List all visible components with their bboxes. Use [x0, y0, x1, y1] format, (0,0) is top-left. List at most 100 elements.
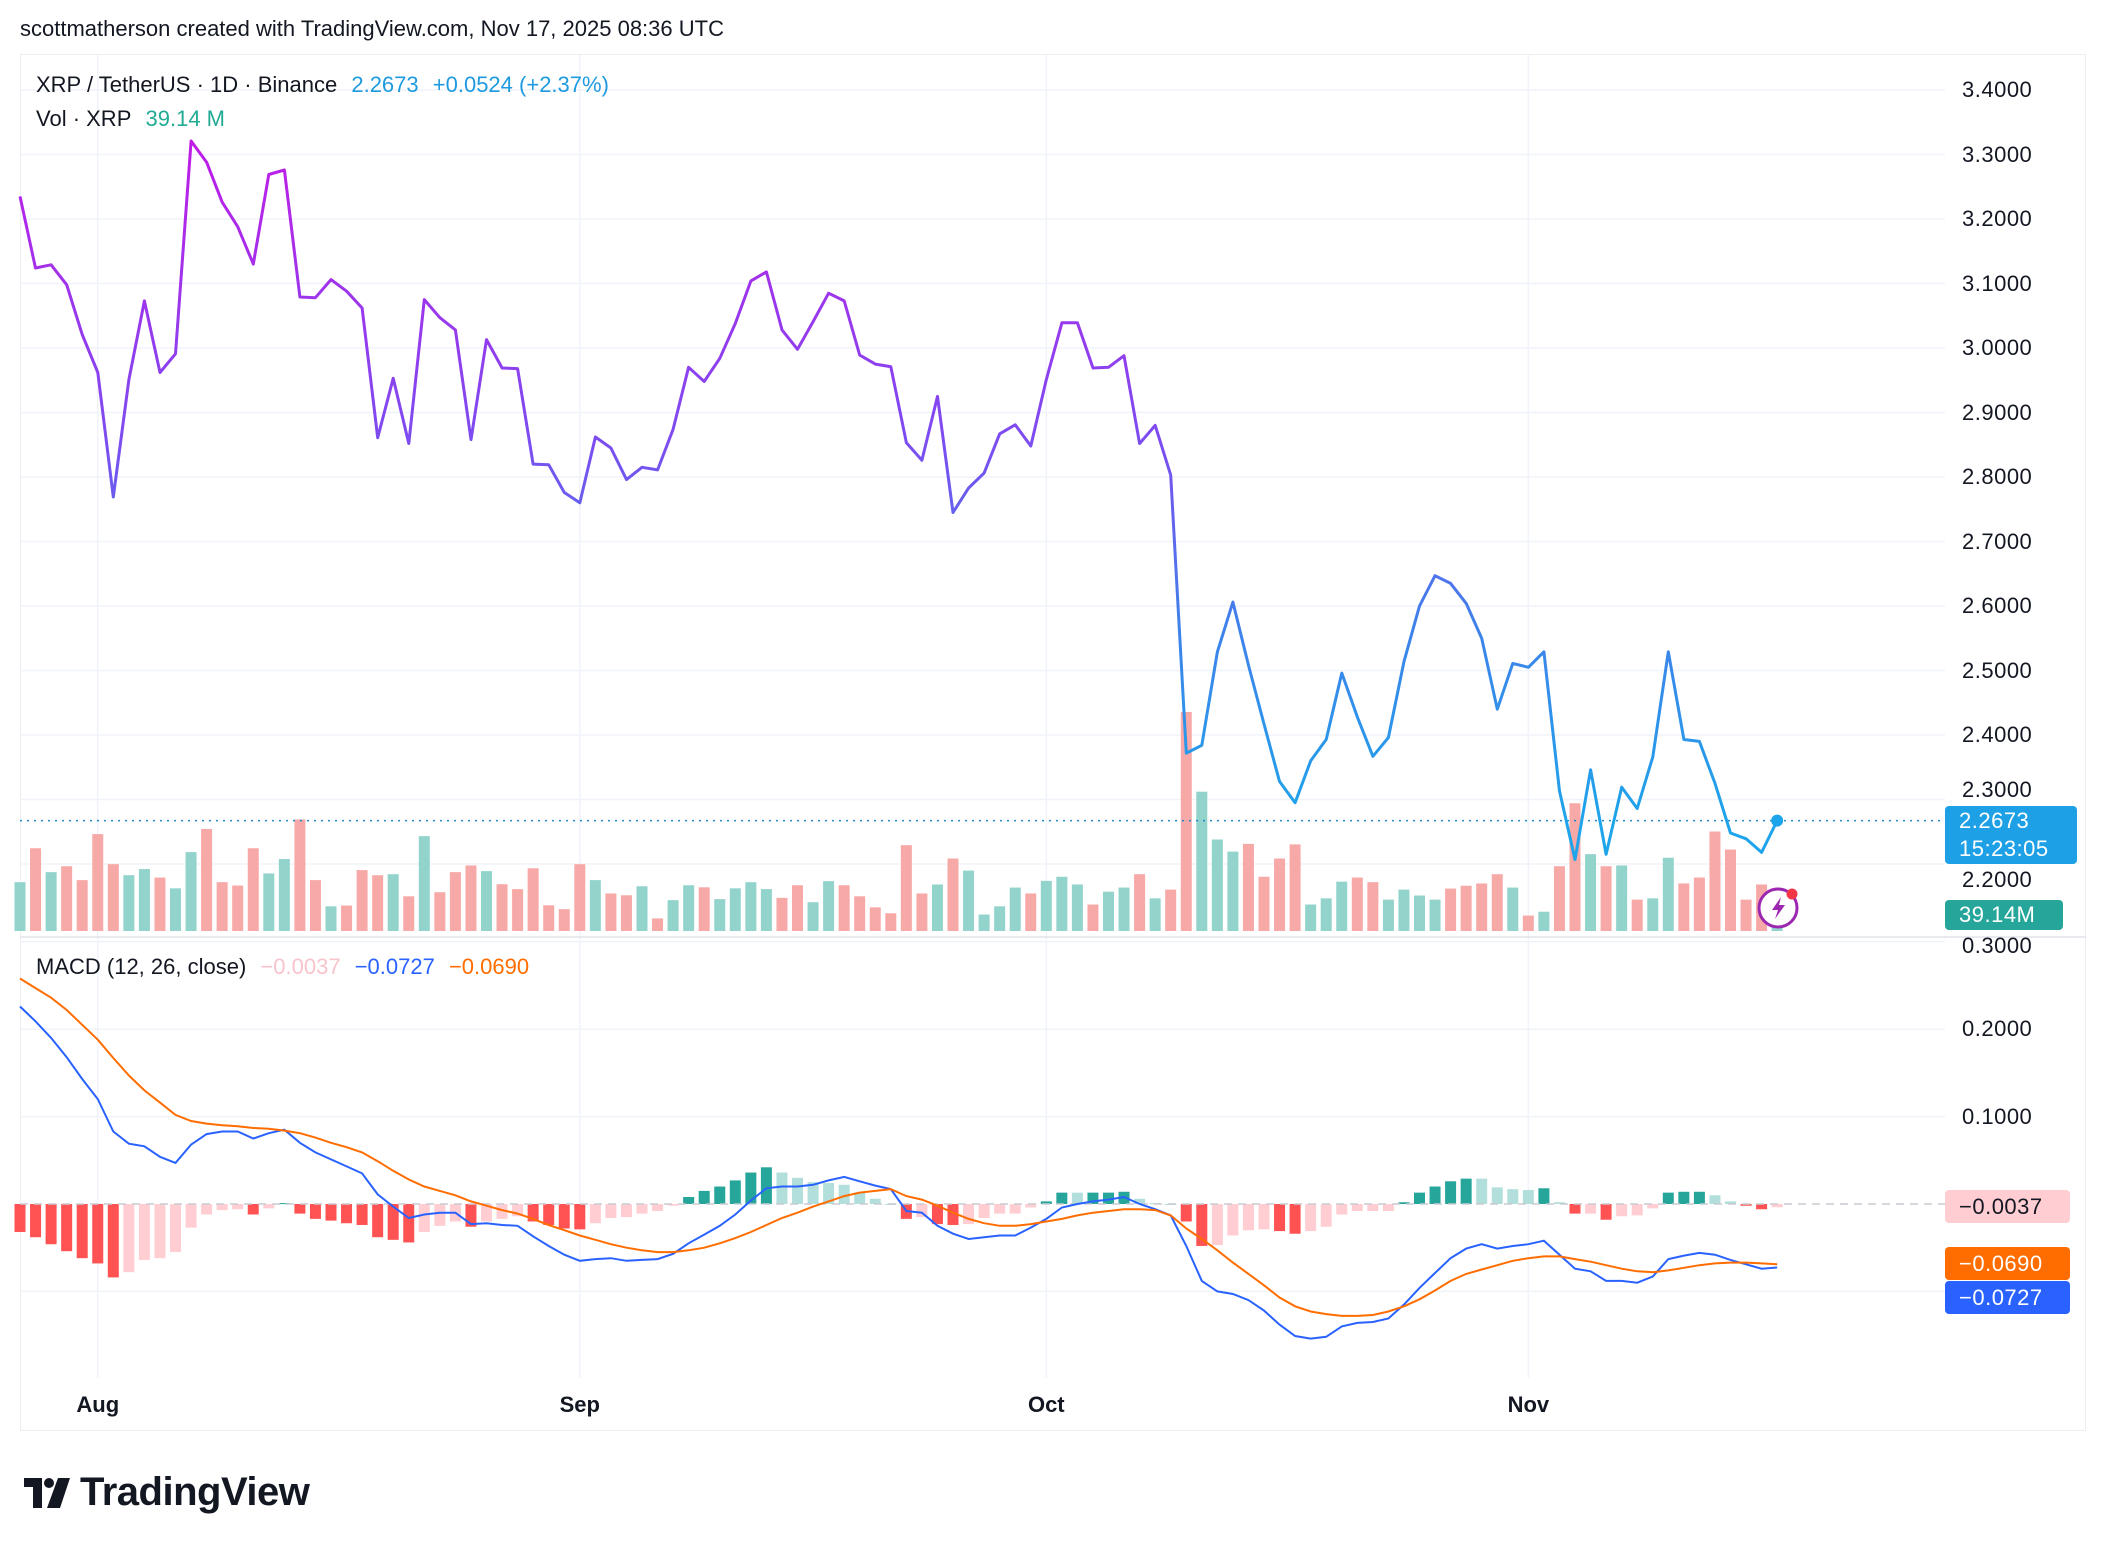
macd-histogram-bar — [1756, 1204, 1768, 1210]
volume-bar — [1616, 865, 1628, 931]
volume-bar — [1414, 895, 1425, 931]
macd-histogram-bar — [372, 1204, 384, 1238]
volume-bar — [1118, 887, 1130, 931]
volume-bar — [1305, 904, 1317, 931]
volume-bar — [356, 870, 368, 931]
tradingview-logo-text: TradingView — [80, 1470, 310, 1514]
volume-bar — [683, 885, 695, 931]
volume-bar — [714, 899, 726, 931]
volume-bar — [776, 897, 788, 931]
macd-histogram-bar — [760, 1167, 772, 1204]
macd-histogram-bar — [1678, 1191, 1690, 1204]
macd-histogram-bar — [341, 1204, 353, 1224]
macd-histogram-bar — [1211, 1204, 1223, 1246]
last-price: 2.2673 — [351, 72, 419, 97]
volume-bar — [403, 896, 415, 931]
volume-legend[interactable]: Vol · XRP 39.14 M — [36, 106, 233, 132]
volume-bar — [636, 886, 648, 931]
macd-histogram-bar — [1103, 1192, 1114, 1204]
macd-histogram-bar — [963, 1204, 975, 1225]
volume-bar — [325, 906, 337, 931]
volume-bar — [916, 893, 928, 931]
volume-bar — [978, 914, 990, 931]
signal-tag: −0.0690 — [1945, 1247, 2070, 1280]
volume-bar — [994, 906, 1006, 931]
macd-histogram-bar — [667, 1204, 679, 1206]
volume-bar — [216, 882, 228, 931]
macd-histogram-bar — [807, 1182, 819, 1204]
price-line[interactable] — [18, 139, 1779, 861]
price-axis-label: 3.4000 — [1962, 77, 2033, 102]
macd-histogram-bar — [123, 1204, 135, 1273]
macd-histogram-bar — [574, 1204, 586, 1230]
volume-bar — [1647, 898, 1659, 931]
volume-bar — [309, 880, 321, 931]
macd-histogram-bar — [1740, 1204, 1752, 1206]
volume-bar — [1103, 891, 1114, 931]
macd-histogram-bar — [792, 1177, 803, 1204]
volume-bars — [14, 712, 1783, 931]
macd-hist-tag: −0.0037 — [1945, 1190, 2070, 1223]
macd-histogram-bar — [714, 1186, 726, 1204]
macd-histogram-bar — [263, 1204, 275, 1209]
volume-bar — [1367, 882, 1379, 931]
macd-histogram-bar — [683, 1197, 695, 1204]
lightning-icon[interactable] — [1757, 887, 1799, 929]
countdown-value: 15:23:05 — [1959, 836, 2049, 861]
macd-histogram-bar — [496, 1204, 508, 1219]
macd-histogram-bar — [170, 1204, 181, 1253]
macd-histogram-bar — [278, 1203, 290, 1205]
volume-bar — [900, 845, 912, 931]
volume-bar — [247, 848, 259, 931]
volume-bar — [1678, 883, 1690, 931]
macd-legend[interactable]: MACD (12, 26, close) −0.0037 −0.0727 −0.… — [36, 954, 537, 980]
macd-title: MACD (12, 26, close) — [36, 954, 247, 979]
volume-bar — [1662, 857, 1674, 931]
macd-histogram-bar — [1351, 1204, 1363, 1211]
volume-bar — [30, 848, 42, 931]
macd-histogram-bar — [1227, 1204, 1239, 1236]
volume-bar — [1258, 876, 1270, 931]
macd-histogram — [14, 1167, 1783, 1278]
grid-lines — [20, 55, 1945, 1378]
macd-histogram-bar — [729, 1180, 741, 1204]
volume-bar — [341, 905, 353, 931]
macd-histogram-bar — [1009, 1204, 1021, 1214]
price-axis-label: 2.6000 — [1962, 593, 2033, 618]
volume-bar — [527, 868, 539, 931]
macd-line — [19, 1005, 1778, 1340]
volume-bar — [1507, 887, 1519, 931]
volume-bar — [792, 885, 803, 931]
volume-bar — [465, 865, 477, 931]
volume-bar — [496, 884, 508, 931]
volume-bar — [1740, 899, 1752, 931]
volume-bar — [1460, 885, 1472, 931]
macd-axis-label: 0.1000 — [1962, 1103, 2033, 1129]
macd-histogram-bar — [931, 1204, 943, 1225]
symbol-legend[interactable]: XRP / TetherUS · 1D · Binance 2.2673 +0.… — [36, 72, 617, 98]
volume-bar — [1087, 904, 1099, 931]
macd-histogram-bar — [185, 1204, 197, 1228]
volume-bar — [1351, 877, 1363, 931]
volume-bar — [278, 859, 290, 931]
volume-bar — [931, 884, 943, 931]
macd-histogram-bar — [138, 1204, 150, 1260]
macd-histogram-bar — [512, 1204, 524, 1217]
macd-histogram-bar — [994, 1204, 1006, 1214]
price-axis-label: 2.8000 — [1962, 464, 2033, 489]
volume-bar — [574, 864, 586, 931]
volume-bar — [620, 895, 632, 931]
volume-bar — [61, 866, 73, 931]
macd-histogram-bar — [216, 1204, 228, 1211]
volume-bar — [652, 918, 664, 931]
macd-histogram-bar — [1071, 1192, 1083, 1204]
volume-bar — [1320, 898, 1332, 931]
macd-histogram-bar — [978, 1204, 990, 1218]
price-axis-label: 3.0000 — [1962, 335, 2033, 360]
macd-tag: −0.0727 — [1945, 1281, 2070, 1314]
volume-bar — [729, 888, 741, 931]
tradingview-logo[interactable]: TradingView — [24, 1470, 310, 1515]
macd-histogram-bar — [916, 1204, 928, 1218]
volume-bar — [263, 873, 275, 931]
